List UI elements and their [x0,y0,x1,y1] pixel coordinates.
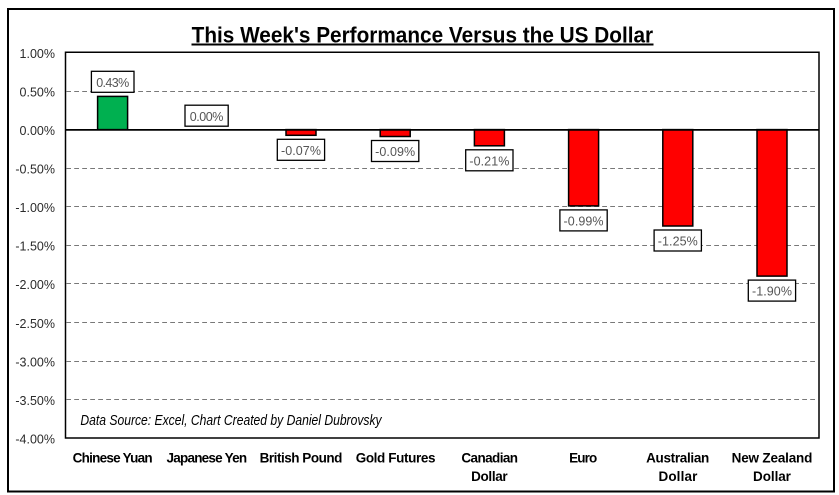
svg-text:0.00%: 0.00% [20,124,55,138]
svg-text:-0.50%: -0.50% [15,163,55,177]
svg-text:-1.50%: -1.50% [15,240,55,254]
svg-text:-1.25%: -1.25% [658,235,698,249]
svg-text:Euro: Euro [569,450,597,465]
svg-text:0.43%: 0.43% [96,76,129,90]
svg-text:0.00%: 0.00% [190,110,224,124]
svg-text:-4.00%: -4.00% [15,432,55,446]
svg-text:-2.00%: -2.00% [15,278,55,292]
svg-text:-1.00%: -1.00% [15,201,55,215]
svg-text:1.00%: 1.00% [20,47,55,61]
svg-text:Dollar: Dollar [658,469,698,484]
svg-text:Dollar: Dollar [471,469,508,484]
svg-text:-3.50%: -3.50% [15,394,55,408]
svg-text:-0.99%: -0.99% [564,214,604,228]
svg-text:Japanese Yen: Japanese Yen [167,450,248,465]
svg-text:Chinese Yuan: Chinese Yuan [73,450,153,465]
svg-text:-0.21%: -0.21% [469,154,509,168]
svg-text:Australian: Australian [646,450,709,465]
svg-text:-1.90%: -1.90% [752,285,792,299]
svg-text:-2.50%: -2.50% [15,317,55,331]
svg-text:0.50%: 0.50% [20,85,55,99]
svg-text:This Week's Performance Versus: This Week's Performance Versus the US Do… [192,22,654,47]
svg-text:Data Source: Excel, Chart Crea: Data Source: Excel, Chart Created by Dan… [80,413,382,429]
svg-text:-0.09%: -0.09% [375,145,415,159]
svg-text:-0.07%: -0.07% [281,144,321,158]
svg-text:Dollar: Dollar [753,469,792,484]
svg-text:Gold Futures: Gold Futures [356,450,436,465]
svg-text:New Zealand: New Zealand [732,450,813,465]
svg-text:British Pound: British Pound [260,450,343,465]
svg-text:-3.00%: -3.00% [15,355,55,369]
svg-text:Canadian: Canadian [461,450,518,465]
